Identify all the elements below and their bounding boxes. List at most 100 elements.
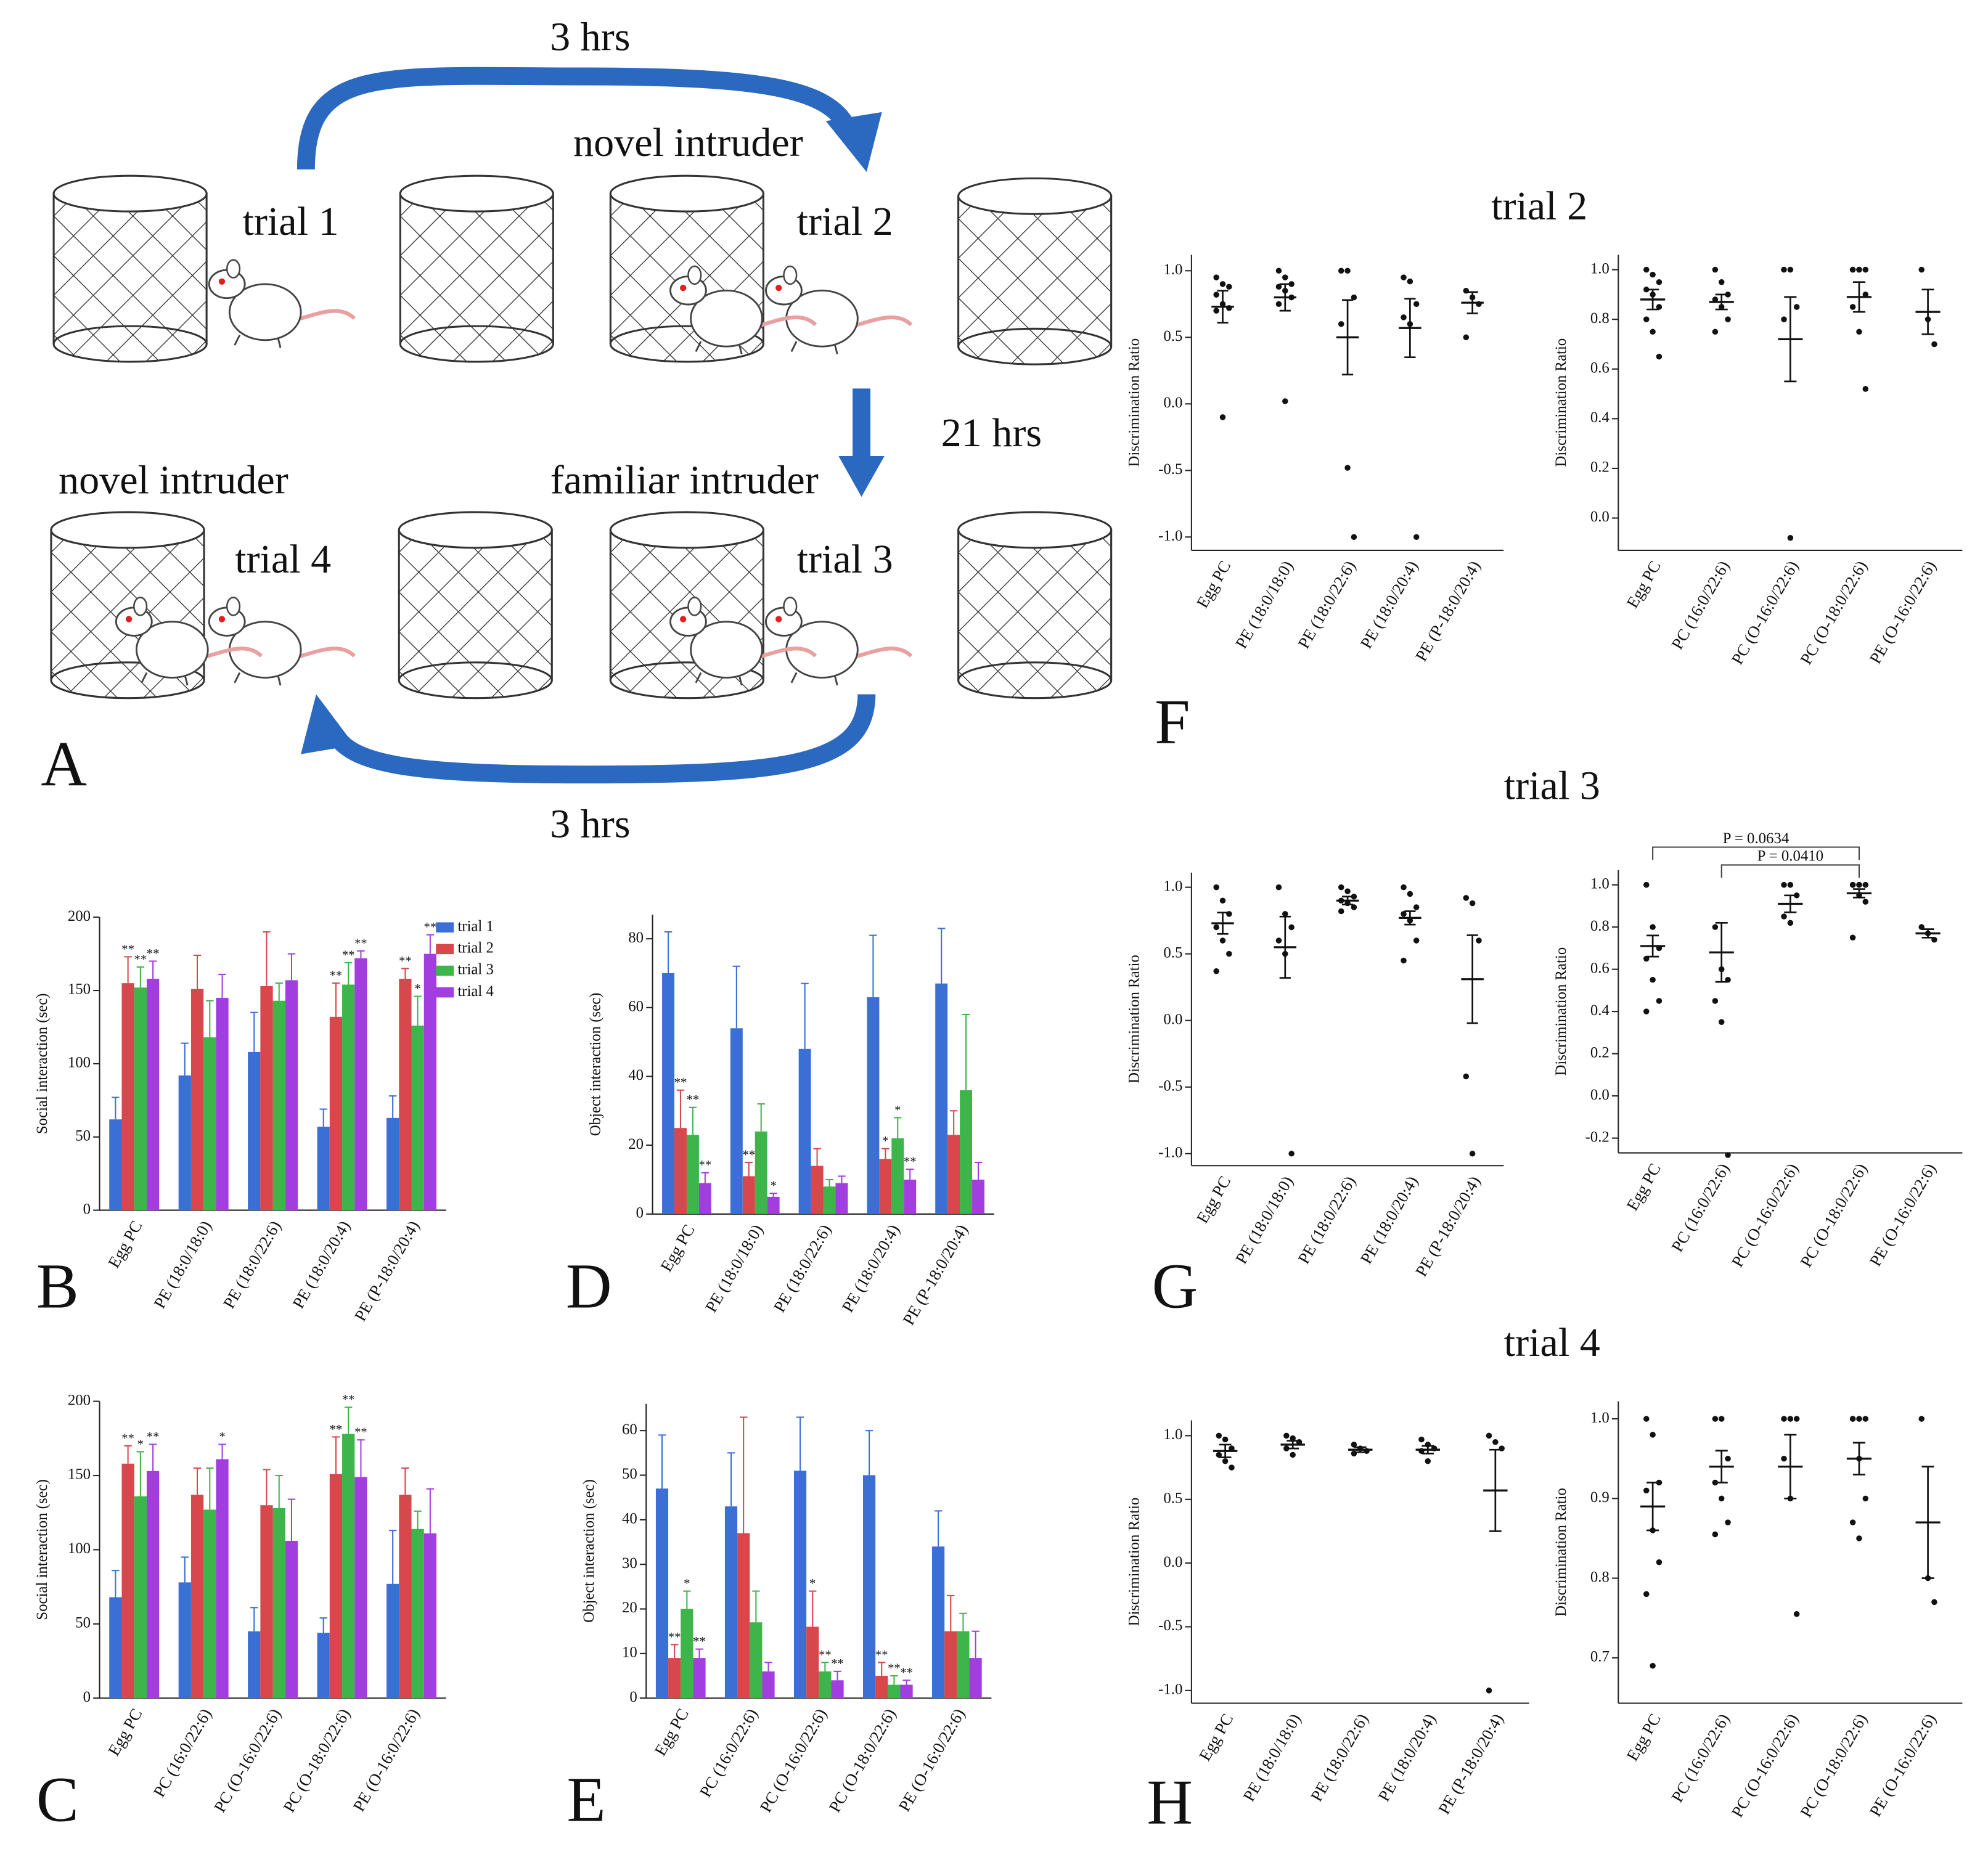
p-value-label: P = 0.0410 xyxy=(1757,848,1823,865)
data-point xyxy=(1288,281,1295,287)
bar xyxy=(867,997,880,1214)
data-point xyxy=(1288,924,1295,931)
data-point xyxy=(1351,294,1357,301)
data-point xyxy=(1338,267,1344,274)
data-point xyxy=(1856,1535,1862,1541)
data-point xyxy=(1413,937,1420,944)
data-point xyxy=(1469,294,1476,301)
data-point xyxy=(1712,296,1719,303)
x-tick-label: Egg PC xyxy=(1193,1173,1234,1226)
bar xyxy=(342,984,355,1210)
y-tick-label: 0.5 xyxy=(1163,1490,1182,1506)
x-tick-label: PE (18:0/20:4) xyxy=(1375,1710,1439,1805)
bar xyxy=(960,1090,973,1214)
data-point xyxy=(1216,1451,1222,1458)
bar xyxy=(178,1582,191,1699)
data-point xyxy=(1275,937,1282,944)
data-point xyxy=(1219,414,1226,420)
x-tick-label: PC (16:0/22:6) xyxy=(696,1705,761,1800)
y-tick-label: 40 xyxy=(628,1067,644,1083)
data-point xyxy=(1418,1436,1425,1443)
bar xyxy=(203,1037,216,1210)
data-point xyxy=(1213,924,1219,931)
y-tick-label: 150 xyxy=(68,1466,91,1483)
data-point xyxy=(1344,888,1351,894)
bar xyxy=(260,986,273,1210)
data-point xyxy=(1643,1008,1650,1014)
data-point xyxy=(1290,1435,1296,1442)
data-point xyxy=(1925,316,1931,322)
data-point xyxy=(1222,1458,1229,1464)
data-point xyxy=(1344,465,1351,471)
y-tick-label: 0.6 xyxy=(1590,960,1610,976)
data-point xyxy=(1650,292,1656,298)
data-point xyxy=(1656,279,1663,285)
significance-label: ** xyxy=(875,1649,888,1662)
x-tick-label: PE (O-16:0/22:6) xyxy=(895,1705,969,1814)
legend-swatch xyxy=(436,944,454,955)
y-tick-label: 200 xyxy=(68,1392,91,1408)
y-tick-label: -0.5 xyxy=(1158,1077,1182,1094)
bar xyxy=(862,1475,876,1699)
bar xyxy=(146,979,160,1210)
bar xyxy=(737,1533,750,1699)
bar xyxy=(798,1048,811,1214)
data-point xyxy=(1793,304,1800,310)
data-point xyxy=(1856,1455,1862,1462)
bar xyxy=(354,1477,367,1699)
bar xyxy=(423,1533,436,1699)
bar xyxy=(423,953,436,1210)
data-point xyxy=(1725,316,1731,322)
data-point xyxy=(1712,1416,1719,1422)
y-tick-label: 60 xyxy=(622,1421,637,1438)
bar xyxy=(693,1658,706,1699)
y-tick-label: 0.5 xyxy=(1163,328,1182,345)
x-tick-label: PE (18:0/20:4) xyxy=(288,1217,353,1312)
bar xyxy=(823,1186,836,1214)
data-point xyxy=(1351,904,1357,910)
x-tick-label: PC (O-16:0/22:6) xyxy=(210,1705,284,1815)
trial-label: trial 4 xyxy=(235,537,331,582)
x-tick-label: PE (18:0/18:0) xyxy=(1240,1710,1304,1805)
bar xyxy=(387,1117,399,1210)
significance-label: ** xyxy=(900,1667,913,1680)
data-point xyxy=(1781,1455,1787,1462)
bar xyxy=(724,1506,738,1699)
arrowhead xyxy=(301,694,354,754)
x-tick-label: PC (16:0/22:6) xyxy=(1667,558,1733,653)
bar xyxy=(767,1196,780,1214)
trial-label: trial 1 xyxy=(243,199,339,244)
bar xyxy=(285,980,298,1210)
data-point xyxy=(1725,1519,1731,1525)
data-point xyxy=(1862,881,1869,888)
data-point xyxy=(1931,341,1937,348)
data-point xyxy=(1862,1416,1869,1422)
data-point xyxy=(1793,892,1800,899)
y-tick-label: 0.2 xyxy=(1590,1044,1610,1061)
data-point xyxy=(1781,266,1787,273)
data-point xyxy=(1712,924,1719,930)
y-tick-label: 0.4 xyxy=(1590,1002,1610,1019)
data-point xyxy=(1425,1458,1431,1464)
significance-label: * xyxy=(414,982,420,996)
cage xyxy=(957,177,1113,365)
bar xyxy=(674,1128,687,1214)
legend-label: trial 4 xyxy=(457,983,494,1000)
data-point xyxy=(1338,897,1344,904)
data-point xyxy=(1643,287,1650,293)
bar xyxy=(668,1658,681,1699)
data-point xyxy=(1712,266,1719,273)
bar xyxy=(342,1434,355,1699)
y-tick-label: 0.0 xyxy=(1590,508,1610,525)
data-point xyxy=(1650,1432,1656,1438)
data-point xyxy=(1718,1416,1725,1422)
data-point xyxy=(1862,266,1869,273)
bar xyxy=(875,1676,888,1699)
significance-label: * xyxy=(882,1135,888,1148)
x-tick-label: PE (18:0/18:0) xyxy=(1232,558,1296,652)
x-tick-label: PC (O-16:0/22:6) xyxy=(1728,558,1802,667)
y-tick-label: 0.0 xyxy=(1163,394,1182,411)
y-tick-label: 50 xyxy=(622,1466,637,1482)
data-point xyxy=(1463,334,1470,341)
data-point xyxy=(1290,1451,1296,1458)
